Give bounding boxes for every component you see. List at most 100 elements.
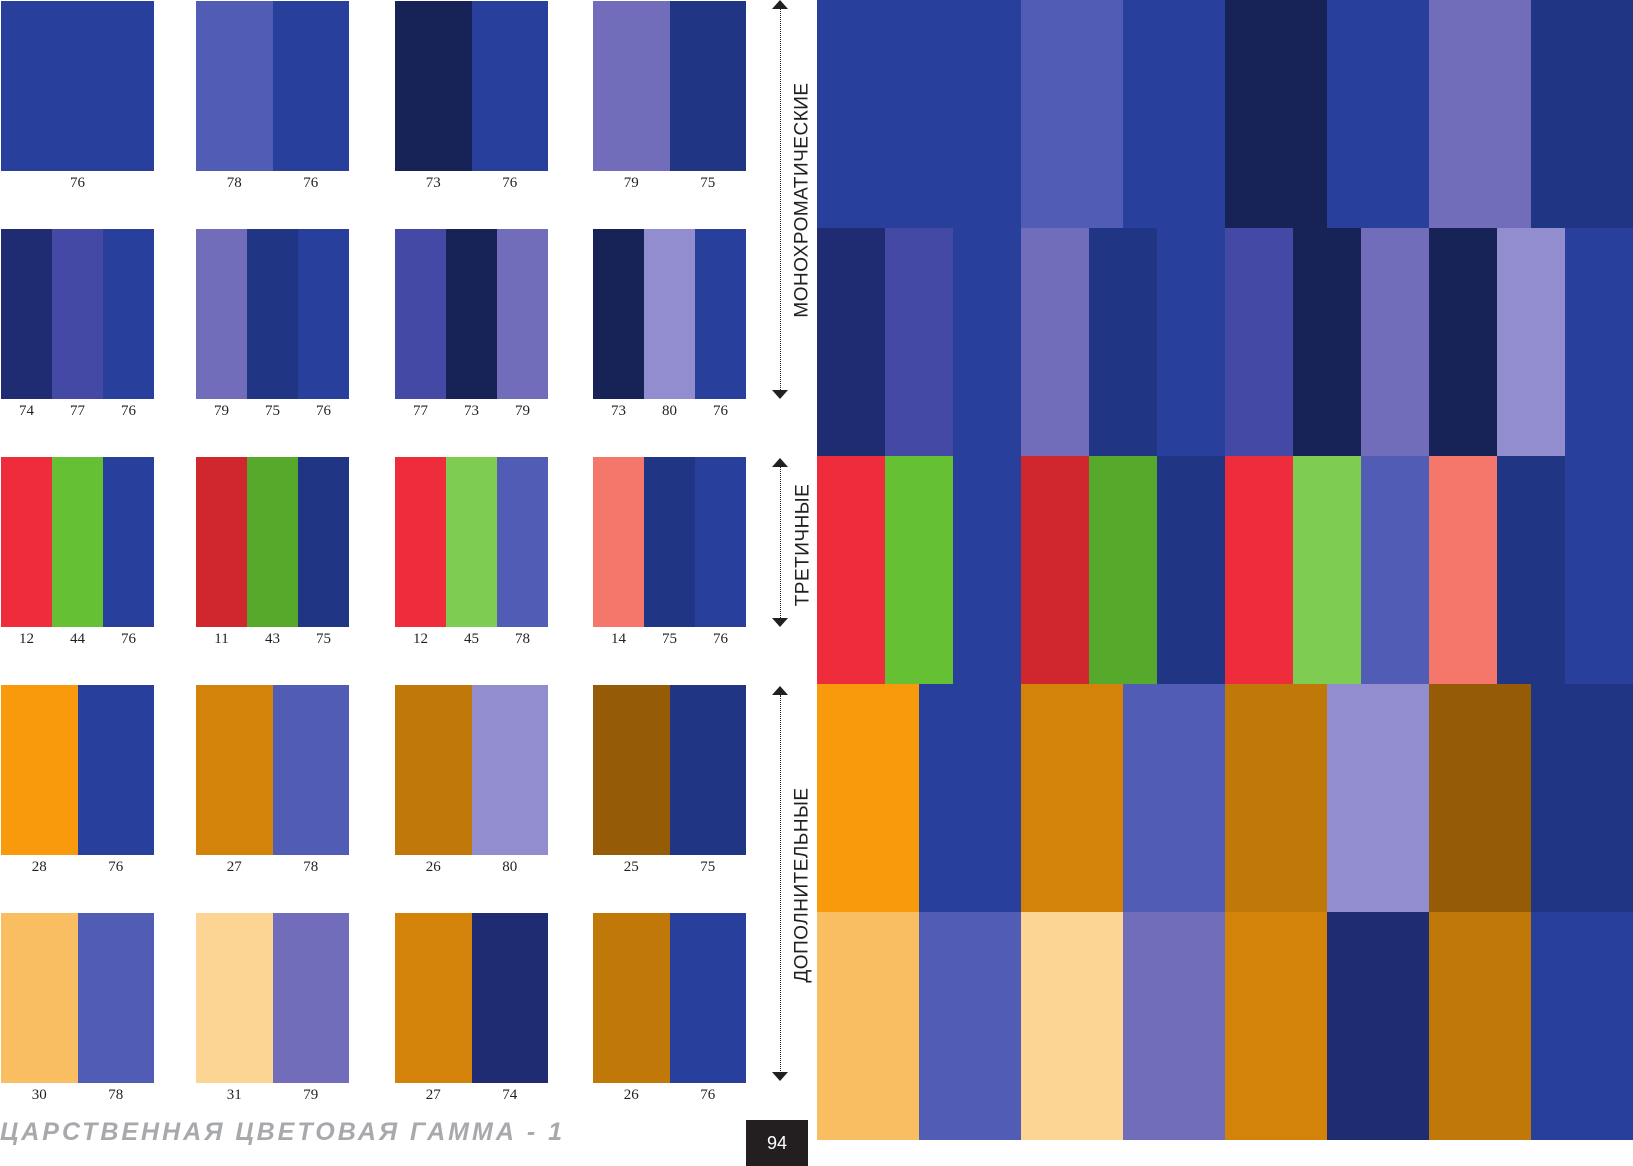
color-bar [395, 229, 446, 399]
color-code: 25 [623, 859, 639, 875]
section-arrow-up-icon [772, 686, 788, 695]
color-swatch [196, 229, 349, 399]
color-bar [247, 457, 298, 627]
large-color-cell [885, 456, 953, 684]
color-code: 12 [19, 631, 34, 647]
large-color-cell [1565, 228, 1633, 456]
color-code-labels: 73 76 [395, 173, 548, 193]
color-bar [298, 229, 349, 399]
color-bar [669, 1, 746, 171]
color-bar [446, 229, 497, 399]
color-code-labels: 12 44 76 [1, 629, 154, 649]
section-arrow-up-icon [772, 458, 788, 467]
large-color-cell [1497, 456, 1565, 684]
color-code: 78 [226, 175, 242, 191]
section-label-tertiary: ТРЕТИЧНЫЕ [792, 483, 813, 606]
color-swatch [196, 913, 349, 1083]
color-swatch [1, 685, 154, 855]
color-swatch [196, 457, 349, 627]
color-code: 78 [303, 859, 319, 875]
color-bar [395, 913, 472, 1083]
color-swatch [593, 1, 746, 171]
large-color-cell [1225, 456, 1293, 684]
color-bar [196, 913, 273, 1083]
color-code-labels: 74 77 76 [1, 401, 154, 421]
color-code: 79 [303, 1087, 319, 1103]
large-color-cell [817, 0, 1021, 228]
color-code-labels: 79 75 76 [196, 401, 349, 421]
large-color-cell [1429, 684, 1531, 912]
color-code: 75 [265, 403, 280, 419]
color-code: 30 [31, 1087, 47, 1103]
color-bar [593, 457, 644, 627]
color-code-labels: 30 78 [1, 1085, 154, 1105]
color-code: 73 [425, 175, 441, 191]
color-bar [1, 457, 52, 627]
color-bar [196, 1, 273, 171]
color-code: 12 [413, 631, 428, 647]
page-number: 94 [746, 1120, 808, 1166]
large-color-cell [1293, 456, 1361, 684]
color-swatch [395, 229, 548, 399]
color-swatch [593, 457, 746, 627]
large-color-cell [1327, 0, 1429, 228]
large-color-cell [1225, 912, 1327, 1140]
large-color-cell [1089, 228, 1157, 456]
color-code: 75 [700, 859, 716, 875]
large-color-cell [1123, 912, 1225, 1140]
color-bar [395, 457, 446, 627]
color-code: 76 [713, 403, 728, 419]
color-code-labels: 73 80 76 [593, 401, 746, 421]
color-code: 79 [214, 403, 229, 419]
color-code: 11 [214, 631, 229, 647]
color-bar [272, 1, 349, 171]
large-color-cell [817, 684, 919, 912]
large-color-cell [1021, 684, 1123, 912]
section-label-monochromatic: МОНОХРОМАТИЧЕСКИЕ [792, 81, 814, 318]
large-color-cell [1021, 0, 1123, 228]
section-label-complementary: ДОПОЛНИТЕЛЬНЫЕ [792, 787, 813, 983]
color-code: 78 [108, 1087, 124, 1103]
color-code: 76 [316, 403, 331, 419]
color-bar [196, 685, 273, 855]
color-code: 14 [611, 631, 626, 647]
large-color-cell [817, 456, 885, 684]
color-code-labels: 79 75 [593, 173, 746, 193]
color-bar [52, 229, 103, 399]
section-divider-monochromatic [780, 9, 782, 390]
large-color-cell [1157, 228, 1225, 456]
color-bar [669, 685, 746, 855]
color-swatch [395, 685, 548, 855]
large-color-cell [1429, 228, 1497, 456]
large-color-cell [1225, 684, 1327, 912]
large-color-cell [1021, 456, 1089, 684]
color-bar [1, 1, 154, 171]
color-code-labels: 78 76 [196, 173, 349, 193]
large-color-cell [1531, 912, 1633, 1140]
large-color-cell [1429, 912, 1531, 1140]
large-palette-row [817, 456, 1633, 684]
large-palette-row [817, 0, 1633, 228]
color-code: 75 [700, 175, 716, 191]
color-bar [196, 457, 247, 627]
large-color-cell [1429, 0, 1531, 228]
color-swatch [196, 1, 349, 171]
color-bar [593, 685, 670, 855]
color-bar [471, 1, 548, 171]
color-bar [1, 229, 52, 399]
color-code: 76 [70, 175, 85, 191]
color-code: 80 [502, 859, 518, 875]
color-code-labels: 26 76 [593, 1085, 746, 1105]
color-bar [298, 457, 349, 627]
section-divider-tertiary [780, 467, 782, 622]
color-code: 73 [464, 403, 479, 419]
color-code: 75 [662, 631, 677, 647]
color-bar [77, 913, 154, 1083]
color-swatch [593, 913, 746, 1083]
large-color-cell [919, 912, 1021, 1140]
color-code: 76 [502, 175, 518, 191]
color-swatch [1, 457, 154, 627]
color-code: 76 [303, 175, 319, 191]
color-code: 76 [121, 403, 136, 419]
color-code: 76 [713, 631, 728, 647]
